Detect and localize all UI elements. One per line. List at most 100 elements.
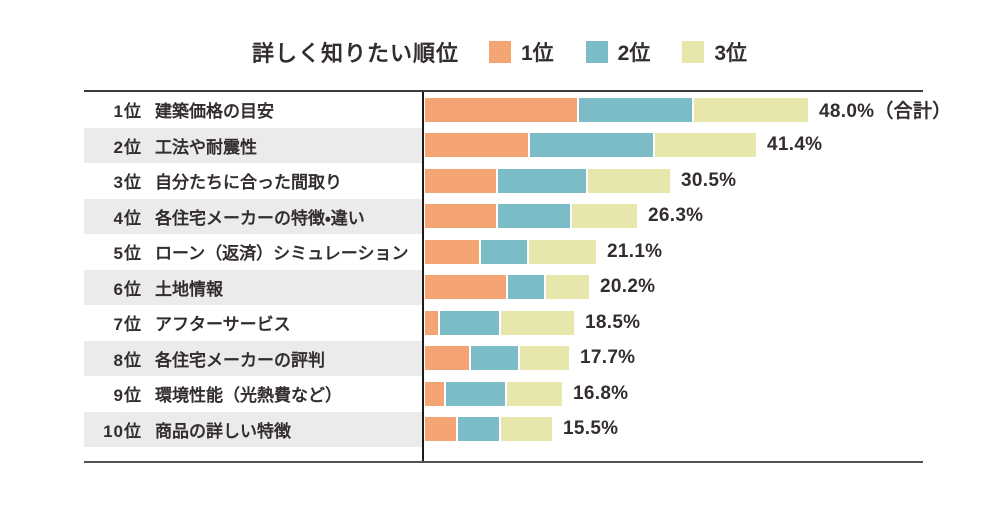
bar-segment-third bbox=[520, 346, 569, 371]
bar-segment-first bbox=[425, 275, 506, 300]
rank-label: 3位 bbox=[113, 173, 142, 193]
legend-item-first: 1位 bbox=[488, 37, 554, 67]
bar-segment-second bbox=[530, 133, 653, 158]
row-label-cell: 8位 各住宅メーカーの評判 bbox=[84, 340, 422, 376]
stacked-bar: 20.2% bbox=[422, 270, 655, 306]
table-row: 2位 工法や耐震性 41.4% bbox=[84, 127, 923, 164]
rank-label: 4位 bbox=[113, 208, 142, 228]
table-row: 8位 各住宅メーカーの評判 17.7% bbox=[84, 340, 923, 377]
bar-segment-third bbox=[572, 204, 637, 229]
legend-swatch-first bbox=[488, 41, 511, 63]
bar-segment-first bbox=[425, 346, 469, 371]
topic-label: 環境性能（光熱費など） bbox=[155, 386, 342, 406]
row-label-cell: 9位 環境性能（光熱費など） bbox=[84, 376, 422, 412]
percent-label: 18.5% bbox=[585, 311, 641, 333]
table-row: 4位 各住宅メーカーの特徴・違い 26.3% bbox=[84, 198, 923, 235]
rank-label: 1位 bbox=[113, 102, 142, 122]
topic-label: 各住宅メーカーの特徴・違い bbox=[155, 208, 365, 228]
bar-segment-second bbox=[471, 346, 518, 371]
stacked-bar: 41.4% bbox=[422, 128, 822, 164]
rank-label: 8位 bbox=[113, 350, 142, 370]
bar-segment-first bbox=[425, 168, 496, 193]
percent-label: 17.7% bbox=[580, 347, 636, 369]
rank-label: 9位 bbox=[113, 386, 142, 406]
legend-item-third: 3位 bbox=[682, 37, 747, 67]
bar-segment-third bbox=[694, 97, 808, 122]
table-row: 10位 商品の詳しい特徴 15.5% bbox=[84, 411, 923, 448]
row-label-cell: 1位 建築価格の目安 bbox=[84, 92, 422, 128]
row-label-cell: 4位 各住宅メーカーの特徴・違い bbox=[84, 198, 422, 234]
topic-label: ローン（返済）シミュレーション bbox=[155, 244, 409, 264]
legend-swatch-third bbox=[682, 41, 705, 63]
bar-segment-third bbox=[529, 239, 596, 264]
bar-segment-second bbox=[508, 275, 544, 300]
bar-segment-first bbox=[425, 204, 496, 229]
row-label-cell: 7位 アフターサービス bbox=[84, 305, 422, 341]
bar-segment-third bbox=[507, 381, 562, 406]
row-label-cell: 2位 工法や耐震性 bbox=[84, 127, 422, 163]
axis-line bbox=[422, 92, 424, 461]
bar-segment-third bbox=[655, 133, 756, 158]
rank-label: 5位 bbox=[113, 244, 142, 264]
table-row: 9位 環境性能（光熱費など） 16.8% bbox=[84, 376, 923, 412]
legend: 1位 2位 3位 bbox=[488, 37, 747, 67]
bar-segment-third bbox=[588, 168, 670, 193]
ranking-table: 1位 建築価格の目安 48.0%（合計） 2位 工法や耐震性 41.4% 3位 … bbox=[84, 90, 951, 463]
legend-label-second: 2位 bbox=[617, 42, 651, 65]
percent-label: 26.3% bbox=[648, 205, 704, 227]
stacked-bar: 30.5% bbox=[422, 163, 736, 199]
rank-label: 10位 bbox=[103, 421, 142, 441]
bar-segment-first bbox=[425, 417, 456, 442]
bar-segment-second bbox=[498, 168, 586, 193]
row-label-cell: 6位 土地情報 bbox=[84, 269, 422, 305]
bar-segment-first bbox=[425, 239, 479, 264]
table-row: 3位 自分たちに合った間取り 30.5% bbox=[84, 163, 923, 199]
chart-header: 詳しく知りたい順位 1位 2位 3位 bbox=[0, 36, 999, 68]
percent-label: 20.2% bbox=[600, 276, 656, 298]
bar-segment-third bbox=[546, 275, 589, 300]
table-row: 5位 ローン（返済）シミュレーション 21.1% bbox=[84, 234, 923, 270]
bar-segment-first bbox=[425, 381, 444, 406]
bar-segment-third bbox=[501, 310, 574, 335]
legend-label-third: 3位 bbox=[714, 42, 748, 65]
legend-swatch-second bbox=[585, 41, 608, 63]
bar-segment-second bbox=[579, 97, 692, 122]
topic-label: 工法や耐震性 bbox=[155, 137, 257, 157]
stacked-bar: 48.0%（合計） bbox=[422, 92, 952, 128]
stacked-bar: 18.5% bbox=[422, 305, 640, 341]
percent-label: 15.5% bbox=[563, 418, 619, 440]
table-row: 6位 土地情報 20.2% bbox=[84, 269, 923, 306]
bar-segment-first bbox=[425, 97, 577, 122]
topic-label: 商品の詳しい特徴 bbox=[155, 421, 291, 441]
chart-title: 詳しく知りたい順位 bbox=[251, 41, 459, 66]
percent-label: 48.0%（合計） bbox=[819, 101, 952, 123]
stacked-bar: 17.7% bbox=[422, 341, 635, 377]
bar-segment-first bbox=[425, 310, 438, 335]
stacked-bar: 16.8% bbox=[422, 376, 628, 412]
stacked-bar: 21.1% bbox=[422, 234, 662, 270]
percent-label: 30.5% bbox=[681, 169, 737, 191]
stacked-bar: 26.3% bbox=[422, 199, 703, 235]
bar-segment-second bbox=[446, 381, 505, 406]
rank-label: 7位 bbox=[113, 315, 142, 335]
bar-segment-second bbox=[458, 417, 499, 442]
table-row: 7位 アフターサービス 18.5% bbox=[84, 305, 923, 341]
percent-label: 16.8% bbox=[573, 382, 629, 404]
topic-label: アフターサービス bbox=[155, 315, 291, 335]
topic-label: 各住宅メーカーの評判 bbox=[155, 350, 325, 370]
table-row: 1位 建築価格の目安 48.0%（合計） bbox=[84, 92, 951, 128]
topic-label: 建築価格の目安 bbox=[155, 102, 274, 122]
percent-label: 21.1% bbox=[607, 240, 663, 262]
topic-label: 土地情報 bbox=[155, 279, 223, 299]
bar-segment-second bbox=[481, 239, 527, 264]
row-label-cell: 10位 商品の詳しい特徴 bbox=[84, 411, 422, 447]
table-rows: 1位 建築価格の目安 48.0%（合計） 2位 工法や耐震性 41.4% 3位 … bbox=[84, 92, 951, 448]
stacked-bar: 15.5% bbox=[422, 412, 618, 448]
bar-segment-second bbox=[440, 310, 499, 335]
bar-segment-second bbox=[498, 204, 570, 229]
rank-label: 6位 bbox=[113, 279, 142, 299]
percent-label: 41.4% bbox=[767, 134, 823, 156]
row-label-cell: 3位 自分たちに合った間取り bbox=[84, 163, 422, 199]
bar-segment-first bbox=[425, 133, 528, 158]
